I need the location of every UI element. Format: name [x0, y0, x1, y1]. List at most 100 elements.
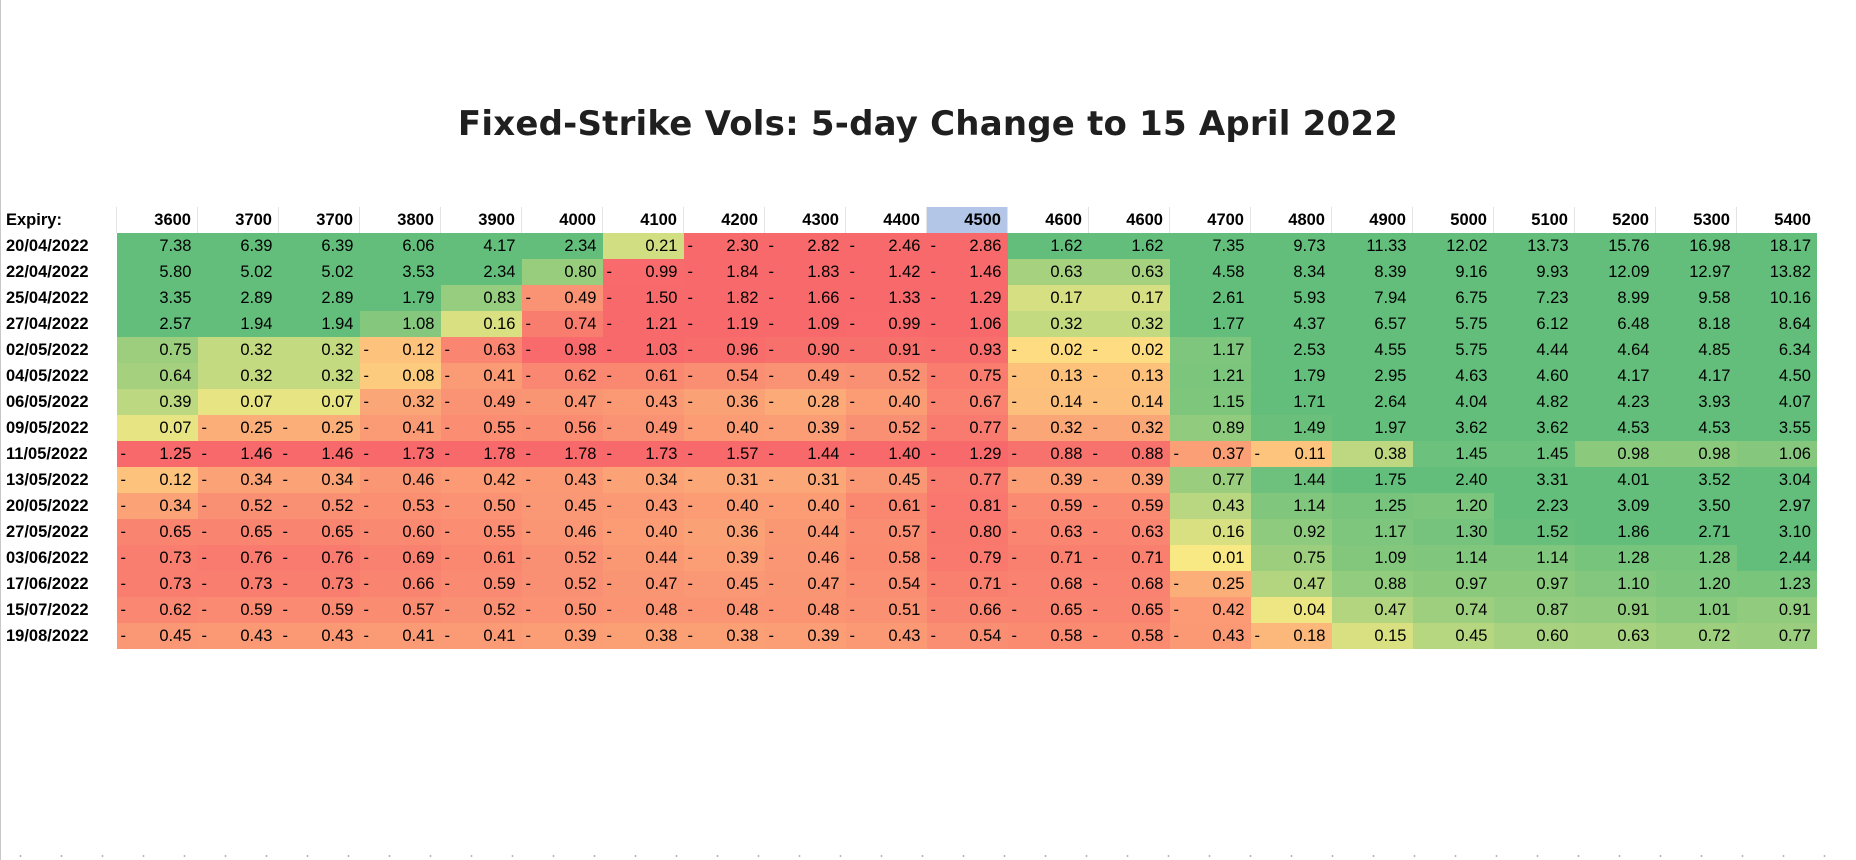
cell-value: 1.97: [1374, 419, 1407, 437]
cell-value: 1.23: [1778, 575, 1811, 593]
negative-sign: -: [363, 341, 370, 359]
cell-value: 0.32: [321, 341, 354, 359]
cell-value: 0.36: [726, 393, 759, 411]
heatmap-cell: - 0.34: [197, 467, 279, 493]
heatmap-cell: 0.91: [1736, 597, 1817, 623]
heatmap-cell: 2.89: [278, 285, 360, 311]
heatmap-cell: - 0.69: [359, 545, 441, 571]
heatmap-cell: - 0.43: [602, 493, 684, 519]
cell-value: 2.34: [483, 263, 516, 281]
cell-value: 0.46: [564, 523, 597, 541]
heatmap-cell: - 1.19: [683, 311, 765, 337]
expiry-label: 04/05/2022: [2, 363, 117, 389]
heatmap-cell: - 0.75: [926, 363, 1008, 389]
cell-value: 0.53: [402, 497, 435, 515]
heatmap-cell: 0.83: [440, 285, 522, 311]
negative-sign: -: [849, 341, 856, 359]
negative-sign: -: [201, 575, 208, 593]
cell-value: 0.40: [888, 393, 921, 411]
heatmap-cell: 1.20: [1412, 493, 1494, 519]
negative-sign: -: [525, 575, 532, 593]
heatmap-cell: 0.63: [1088, 259, 1170, 285]
negative-sign: -: [606, 419, 613, 437]
heatmap-cell: 0.16: [440, 311, 522, 337]
heatmap-cell: 6.39: [278, 233, 360, 259]
heatmap-cell: - 0.88: [1088, 441, 1170, 467]
negative-sign: -: [1173, 601, 1180, 619]
cell-value: 1.82: [726, 289, 759, 307]
heatmap-cell: 0.17: [1007, 285, 1089, 311]
heatmap-cell: - 0.14: [1088, 389, 1170, 415]
heatmap-cell: 0.63: [1574, 623, 1656, 649]
cell-value: 1.17: [1374, 523, 1407, 541]
negative-sign: -: [525, 523, 532, 541]
cell-value: 1.49: [1293, 419, 1326, 437]
heatmap-cell: - 0.38: [602, 623, 684, 649]
heatmap-cell: 2.53: [1250, 337, 1332, 363]
cell-value: 0.45: [159, 627, 192, 645]
cell-value: 6.48: [1617, 315, 1650, 333]
cell-value: 0.65: [240, 523, 273, 541]
cell-value: 0.66: [402, 575, 435, 593]
cell-value: 4.17: [1698, 367, 1731, 385]
heatmap-cell: - 0.44: [764, 519, 846, 545]
cell-value: 2.71: [1698, 523, 1731, 541]
cell-value: 1.73: [645, 445, 678, 463]
heatmap-cell: 6.48: [1574, 311, 1656, 337]
cell-value: 0.59: [240, 601, 273, 619]
heatmap-cell: - 0.45: [521, 493, 603, 519]
heatmap-cell: 3.35: [116, 285, 198, 311]
negative-sign: -: [849, 367, 856, 385]
heatmap-cell: - 1.33: [845, 285, 927, 311]
negative-sign: -: [201, 523, 208, 541]
negative-sign: -: [687, 393, 694, 411]
negative-sign: -: [363, 393, 370, 411]
cell-value: 1.46: [240, 445, 273, 463]
cell-value: 0.71: [1131, 549, 1164, 567]
heatmap-cell: - 0.81: [926, 493, 1008, 519]
cell-value: 1.42: [888, 263, 921, 281]
heatmap-cell: - 0.36: [683, 519, 765, 545]
cell-value: 5.75: [1455, 315, 1488, 333]
heatmap-cell: 7.38: [116, 233, 198, 259]
heatmap-cell: - 0.58: [845, 545, 927, 571]
strike-header-4500: 4500: [926, 207, 1008, 233]
negative-sign: -: [525, 549, 532, 567]
negative-sign: -: [1011, 367, 1018, 385]
table-row: 19/08/2022-0.45-0.43-0.43-0.41-0.41-0.39…: [2, 623, 1817, 649]
cell-value: 1.83: [807, 263, 840, 281]
negative-sign: -: [363, 419, 370, 437]
cell-value: 6.39: [240, 237, 273, 255]
heatmap-cell: 13.82: [1736, 259, 1817, 285]
negative-sign: -: [363, 601, 370, 619]
cell-value: 0.39: [726, 549, 759, 567]
heatmap-cell: - 0.12: [359, 337, 441, 363]
strike-header-4200: 4200: [683, 207, 765, 233]
heatmap-cell: - 0.67: [926, 389, 1008, 415]
negative-sign: -: [120, 575, 127, 593]
cell-value: 0.66: [969, 601, 1002, 619]
heatmap-cell: - 0.41: [359, 415, 441, 441]
cell-value: 0.12: [159, 471, 192, 489]
heatmap-cell: 4.17: [1574, 363, 1656, 389]
heatmap-cell: 4.07: [1736, 389, 1817, 415]
cell-value: 0.17: [1131, 289, 1164, 307]
heatmap-cell: 1.62: [1088, 233, 1170, 259]
cell-value: 0.79: [969, 549, 1002, 567]
heatmap-cell: - 0.39: [1088, 467, 1170, 493]
negative-sign: -: [1011, 419, 1018, 437]
heatmap-cell: 5.75: [1412, 311, 1494, 337]
cell-value: 0.61: [483, 549, 516, 567]
heatmap-cell: - 1.66: [764, 285, 846, 311]
cell-value: 0.54: [969, 627, 1002, 645]
cell-value: 2.44: [1778, 549, 1811, 567]
negative-sign: -: [1011, 445, 1018, 463]
heatmap-cell: 1.10: [1574, 571, 1656, 597]
cell-value: 0.14: [1131, 393, 1164, 411]
cell-value: 1.09: [1374, 549, 1407, 567]
cell-value: 0.74: [1455, 601, 1488, 619]
heatmap-cell: 4.55: [1331, 337, 1413, 363]
cell-value: 0.02: [1050, 341, 1083, 359]
cell-value: 2.86: [969, 237, 1002, 255]
heatmap-cell: - 0.73: [197, 571, 279, 597]
